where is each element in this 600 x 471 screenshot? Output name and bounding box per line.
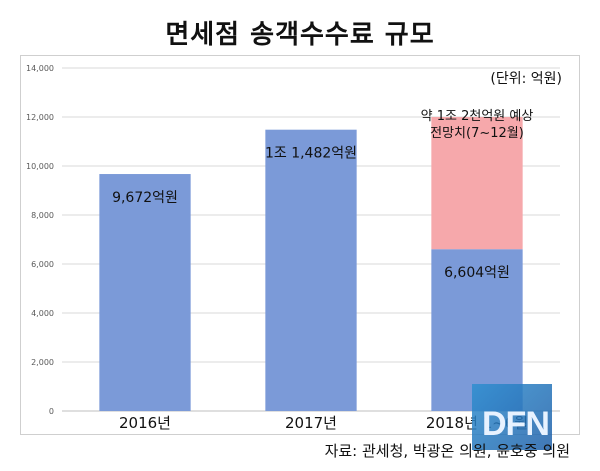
data-label: 1조 1,482억원	[265, 146, 357, 162]
bar	[99, 174, 191, 411]
bar	[265, 129, 357, 412]
y-tick-label: 12,000	[26, 113, 54, 122]
y-tick-label: 10,000	[26, 162, 54, 171]
y-tick-label: 6,000	[31, 260, 54, 269]
annotation-label: 전망치(7~12월)	[430, 126, 524, 141]
dfn-logo	[472, 384, 552, 450]
source-note: 자료: 관세청, 박광온 의원, 윤호중 의원	[324, 442, 570, 460]
projection-bar	[431, 117, 523, 250]
data-label: 6,604억원	[444, 265, 510, 281]
y-tick-label: 14,000	[26, 64, 54, 73]
y-tick-label: 4,000	[31, 309, 54, 318]
y-tick-label: 2,000	[31, 358, 54, 367]
annotation-label: 약 1조 2천억원 예상	[421, 109, 534, 124]
x-tick-label: 2016년	[119, 414, 171, 432]
unit-label: (단위: 억원)	[490, 71, 562, 87]
chart-title: 면세점 송객수수료 규모	[165, 20, 435, 50]
data-label: 9,672억원	[112, 190, 178, 206]
y-tick-label: 0	[49, 407, 54, 416]
x-tick-label: 2017년	[285, 414, 337, 432]
dfn-logo-text: DFN	[482, 405, 550, 443]
y-tick-label: 8,000	[31, 211, 54, 220]
